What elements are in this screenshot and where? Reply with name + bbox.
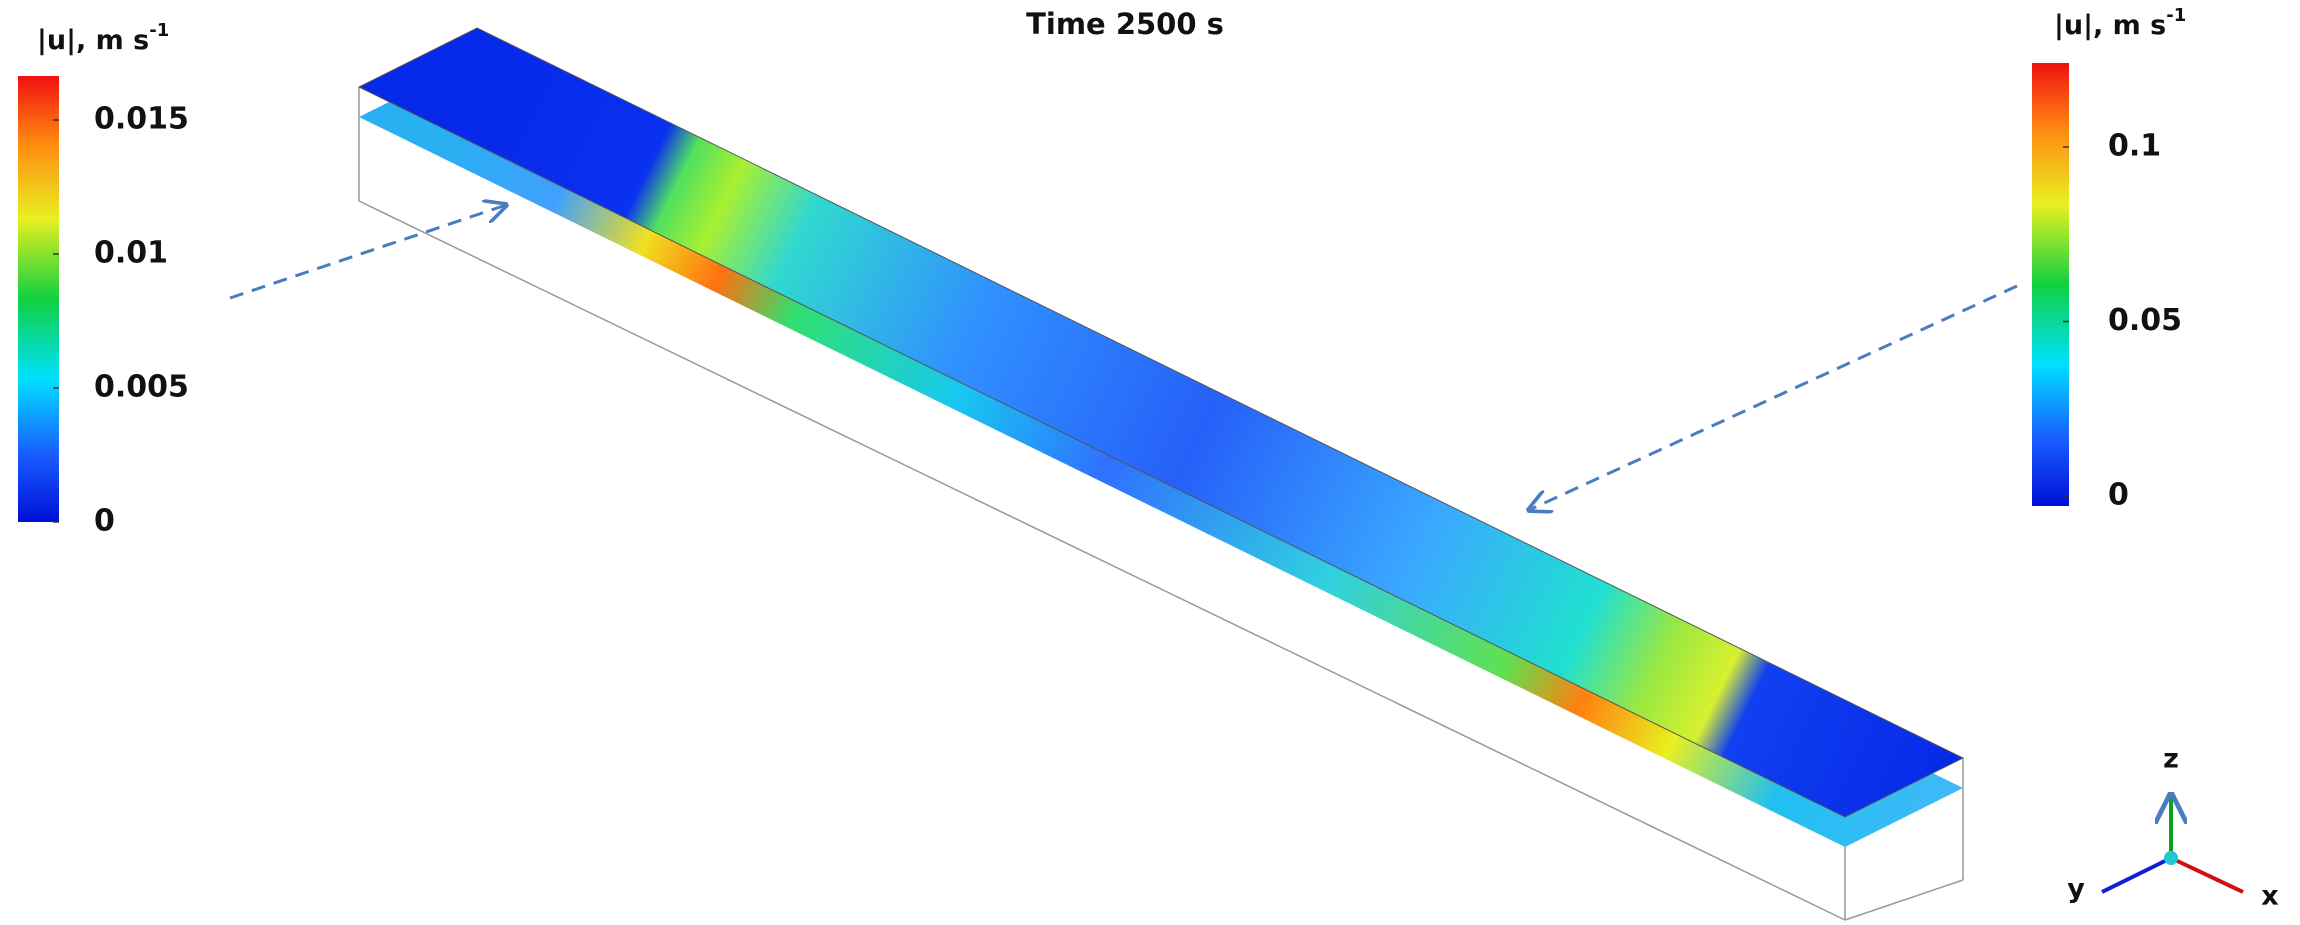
axis-label: z	[2163, 744, 2179, 775]
colorbar-tick-label: 0.005	[94, 370, 189, 405]
axis-triad	[2101, 795, 2244, 894]
axis-label: y	[2067, 874, 2085, 905]
colorbar-label: |u|, m s-1	[2054, 5, 2186, 41]
colorbar-tick-label: 0.01	[94, 236, 168, 271]
colorbar	[2032, 63, 2069, 506]
colorbar-tick-label: 0.015	[94, 102, 189, 137]
colorbar-tick-label: 0	[2108, 478, 2129, 513]
title: Time 2500 s	[1026, 7, 1224, 41]
colorbar-tick-label: 0	[94, 504, 115, 539]
colorbar-tick-label: 0.1	[2108, 129, 2161, 164]
colorbar-label: |u|, m s-1	[37, 20, 169, 56]
top-slice	[357, 27, 1965, 818]
colorbar	[18, 76, 59, 522]
axis-label: x	[2261, 881, 2278, 912]
colorbar-tick-label: 0.05	[2108, 303, 2182, 338]
arrow	[229, 205, 506, 300]
arrow	[1529, 284, 2018, 510]
